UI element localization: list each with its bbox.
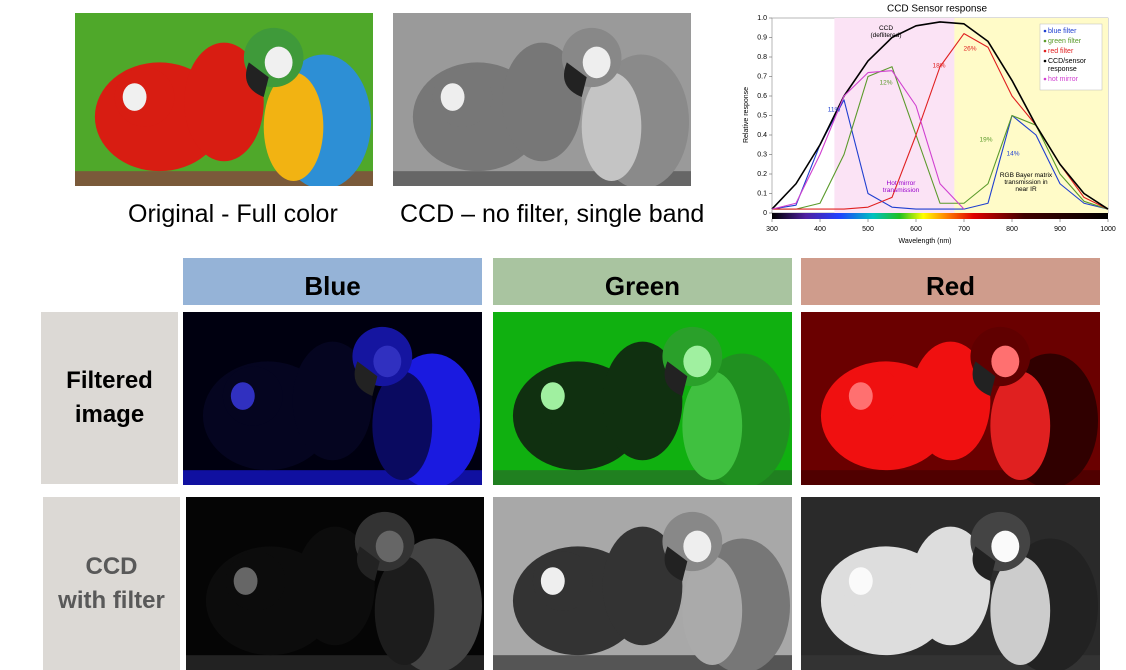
x-axis-label: Wavelength (nm) <box>898 238 951 245</box>
annotation: 18% <box>932 63 945 70</box>
sensor-chart: CCD Sensor response Wavelength (nm) Rela… <box>743 4 1116 245</box>
y-tick-label: 0.6 <box>757 93 767 100</box>
annotation: 12% <box>879 80 892 87</box>
y-tick-label: 1.0 <box>757 15 767 22</box>
legend-marker <box>1043 77 1047 81</box>
legend-label: hot mirror <box>1048 76 1079 83</box>
y-tick-label: 0.9 <box>757 34 767 41</box>
photo-blue-filtered <box>183 312 482 485</box>
y-axis-label: Relative response <box>743 87 750 143</box>
spectrum-bar <box>772 213 1108 219</box>
row-label: Filtered image <box>41 312 178 484</box>
annotation-line: transmission in <box>1004 179 1048 186</box>
x-tick-label: 300 <box>766 226 778 233</box>
x-tick-label: 800 <box>1006 226 1018 233</box>
annotation: CCD (deflitered) <box>870 25 901 39</box>
y-tick-label: 0.5 <box>757 112 767 119</box>
photo-green-filtered <box>493 312 792 485</box>
x-tick-label: 400 <box>814 226 826 233</box>
legend-box <box>1039 23 1103 91</box>
legend-label-line: CCD/sensor <box>1048 58 1087 65</box>
column-header: Red <box>801 258 1100 305</box>
legend-label: CCD/sensor response <box>1048 58 1087 73</box>
legend-marker <box>1043 29 1047 33</box>
caption: CCD – no filter, single band <box>400 200 705 228</box>
x-tick-label: 700 <box>958 226 970 233</box>
annotation: 19% <box>979 137 992 144</box>
x-tick-label: 600 <box>910 226 922 233</box>
annotation: RGB Bayer matrix transmission in near IR <box>1000 172 1053 193</box>
legend-label-line: response <box>1048 66 1077 73</box>
row-label: CCD with filter <box>43 497 180 670</box>
annotation-line: RGB Bayer matrix <box>1000 172 1053 179</box>
shaded-region <box>834 18 955 213</box>
column-header: Green <box>493 258 792 305</box>
annotation: 26% <box>963 46 976 53</box>
legend-marker <box>1043 59 1047 63</box>
series-line <box>772 66 1109 210</box>
photo-original <box>75 13 373 186</box>
x-tick-label: 500 <box>862 226 874 233</box>
annotation-line: transmission <box>883 187 920 194</box>
caption: Original - Full color <box>128 200 338 228</box>
x-tick-label: 1000 <box>1100 226 1116 233</box>
annotation-line: near IR <box>1015 186 1037 193</box>
legend-label: green filter <box>1048 38 1082 45</box>
series-line <box>771 70 965 210</box>
chart-title: CCD Sensor response <box>887 4 987 15</box>
annotation-line: (deflitered) <box>870 32 901 39</box>
y-tick-label: 0.2 <box>757 171 767 178</box>
annotation-line: Hot mirror <box>887 180 917 187</box>
annotation: 14% <box>1006 151 1019 158</box>
y-tick-label: 0.7 <box>757 73 767 80</box>
y-tick-label: 0.3 <box>757 151 767 158</box>
column-header: Blue <box>183 258 482 305</box>
photo-blue-ccd <box>186 497 484 670</box>
y-tick-label: 0.8 <box>757 54 767 61</box>
photo-green-ccd <box>493 497 792 670</box>
legend-marker <box>1043 39 1047 43</box>
legend-marker <box>1043 49 1047 53</box>
photo-red-ccd <box>801 497 1100 670</box>
photo-gray <box>393 13 691 186</box>
photo-red-filtered <box>801 312 1100 485</box>
annotation: Hot mirror transmission <box>883 180 920 194</box>
y-tick-label: 0.1 <box>757 190 767 197</box>
legend-label: red filter <box>1048 48 1074 55</box>
legend-label: blue filter <box>1048 28 1077 35</box>
annotation: 11% <box>828 107 841 114</box>
y-tick-label: 0.4 <box>757 132 767 139</box>
x-tick-label: 900 <box>1054 226 1066 233</box>
series-line <box>771 21 1109 210</box>
y-tick-label: 0 <box>763 210 767 217</box>
annotation-line: CCD <box>879 25 893 32</box>
